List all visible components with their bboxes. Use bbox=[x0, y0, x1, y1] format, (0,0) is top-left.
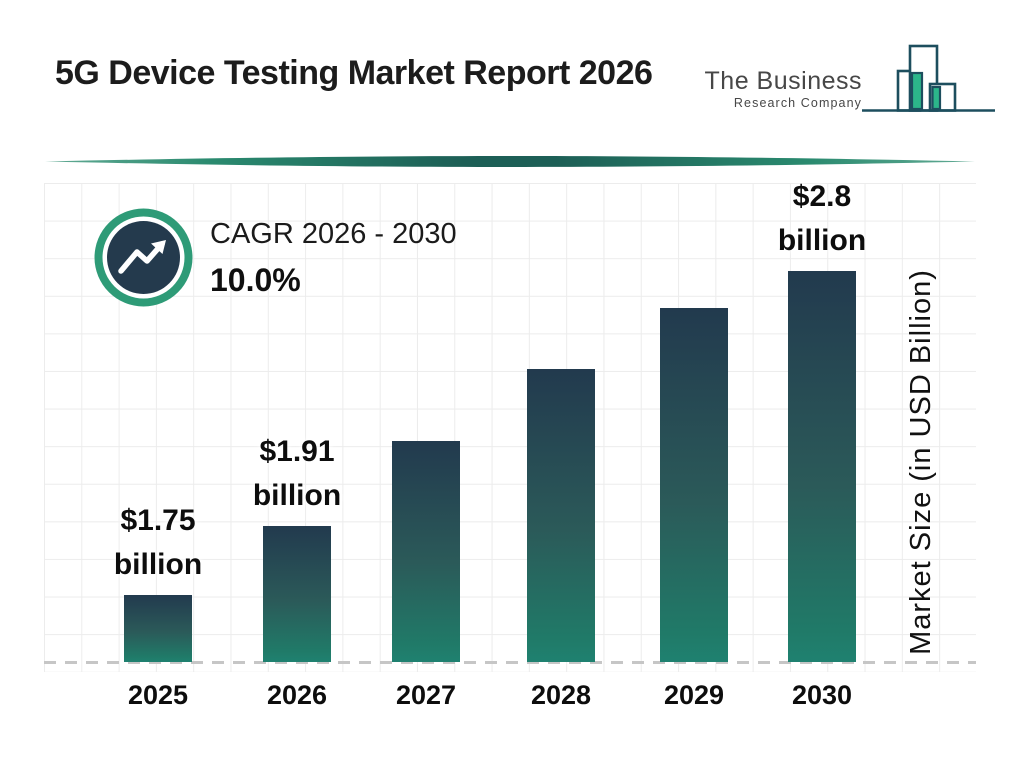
logo-company-name: The Business bbox=[704, 67, 862, 95]
bar-value-label-2030: $2.8 billion bbox=[712, 175, 932, 263]
x-axis-label-2026: 2026 bbox=[266, 680, 328, 710]
bar-value-unit: billion bbox=[777, 224, 867, 257]
y-axis-label: Market Size (in USD Billion) bbox=[905, 269, 937, 655]
cagr-value: 10.0% bbox=[210, 262, 301, 298]
bar-value-unit: billion bbox=[113, 548, 203, 581]
logo-company-subtitle: Research Company bbox=[733, 96, 862, 110]
x-axis-label-2028: 2028 bbox=[530, 680, 592, 710]
bar-value-unit: billion bbox=[252, 479, 342, 512]
bar-value-amount: $1.75 bbox=[120, 504, 196, 537]
x-axis-baseline bbox=[44, 661, 976, 664]
bar-2026 bbox=[263, 526, 331, 662]
bar-2029 bbox=[660, 308, 728, 662]
bar-value-label-2026: $1.91 billion bbox=[187, 430, 407, 518]
x-axis-label-2029: 2029 bbox=[663, 680, 725, 710]
bar-value-label-2025: $1.75 billion bbox=[48, 499, 268, 587]
x-axis-label-2025: 2025 bbox=[127, 680, 189, 710]
bar-2027 bbox=[392, 441, 460, 662]
bar-2028 bbox=[527, 369, 595, 662]
brand-logo: The Business Research Company bbox=[700, 34, 995, 130]
x-axis-label-2027: 2027 bbox=[395, 680, 457, 710]
page-title: 5G Device Testing Market Report 2026 bbox=[55, 54, 653, 92]
trending-up-icon bbox=[94, 208, 193, 307]
logo-text: The Business Research Company bbox=[692, 68, 862, 111]
cagr-label: CAGR 2026 - 2030 bbox=[210, 218, 457, 250]
section-divider bbox=[45, 156, 975, 167]
x-axis-label-2030: 2030 bbox=[791, 680, 853, 710]
bar-2025 bbox=[124, 595, 192, 662]
bar-value-amount: $1.91 bbox=[259, 435, 335, 468]
logo-bars-icon bbox=[862, 44, 995, 112]
bar-2030 bbox=[788, 271, 856, 662]
bar-value-amount: $2.8 bbox=[792, 180, 852, 213]
